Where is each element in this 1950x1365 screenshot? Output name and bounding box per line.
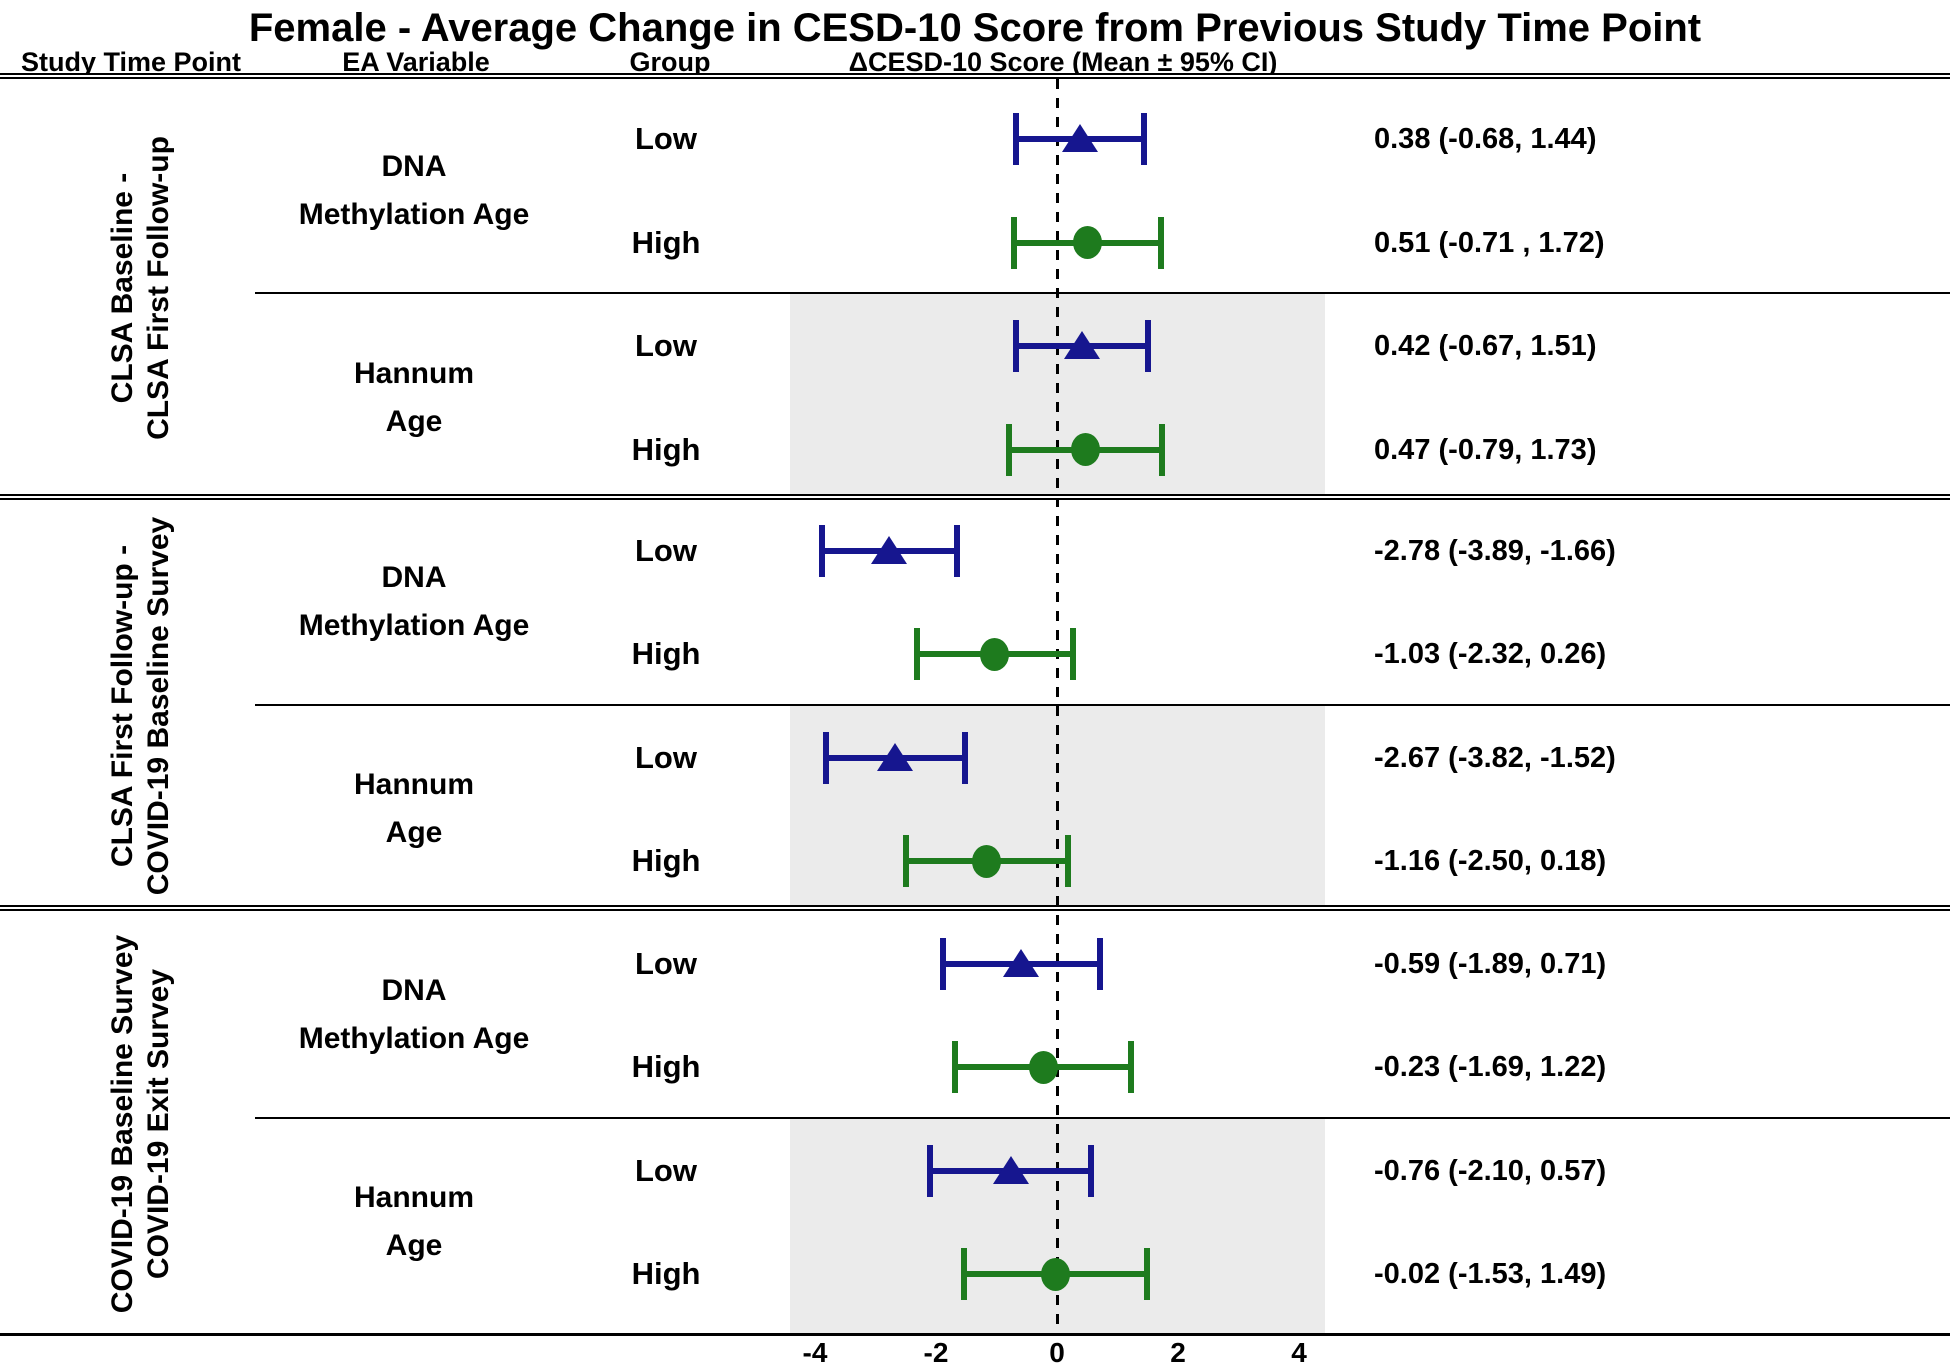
group-label: High <box>631 1049 701 1084</box>
ci-lower-cap <box>818 524 825 577</box>
ci-lower-cap <box>951 1041 958 1093</box>
ci-upper-cap <box>1158 216 1165 269</box>
ea-variable-line: Age <box>385 816 443 850</box>
ci-upper-cap <box>1145 320 1152 372</box>
column-header-group: Group <box>629 47 711 77</box>
mean-marker-circle-high <box>980 637 1010 671</box>
ea-variable-divider-line <box>255 1117 1950 1119</box>
mean-marker-triangle-low <box>877 742 914 771</box>
estimate-value-label: 0.47 (-0.79, 1.73) <box>1374 433 1597 466</box>
ci-upper-cap <box>953 524 960 577</box>
estimate-value-label: -1.03 (-2.32, 0.26) <box>1374 638 1607 670</box>
mean-marker-circle-high <box>1028 1050 1058 1084</box>
ci-lower-cap <box>961 1248 968 1300</box>
ci-lower-cap <box>902 835 909 887</box>
ea-variable-line: Methylation Age <box>298 1022 530 1056</box>
ci-lower-cap <box>822 731 829 784</box>
ea-variable-label: Hannum Age <box>354 1174 474 1270</box>
ci-lower-cap <box>939 937 946 990</box>
ea-variable-line: Hannum <box>354 356 474 390</box>
ea-variable-line: DNA <box>381 974 447 1008</box>
ea-variable-line: Hannum <box>354 1181 474 1215</box>
ea-variable-line: Methylation Age <box>298 197 530 231</box>
x-axis-tick-label: -4 <box>802 1337 828 1365</box>
group-label: Low <box>635 945 697 981</box>
ci-upper-cap <box>1096 937 1103 990</box>
mean-marker-triangle-low <box>1003 948 1040 977</box>
x-axis-tick-label: 2 <box>1170 1337 1186 1365</box>
estimate-value-label: -0.59 (-1.89, 0.71) <box>1374 947 1607 980</box>
ci-lower-cap <box>1012 113 1019 165</box>
ea-variable-line: DNA <box>381 149 447 183</box>
estimate-value-label: -2.67 (-3.82, -1.52) <box>1374 741 1616 774</box>
mean-marker-triangle-low <box>993 1155 1030 1184</box>
x-axis-tick-label: 4 <box>1291 1337 1307 1365</box>
ea-variable-label: DNA Methylation Age <box>299 143 530 239</box>
figure-title: Female - Average Change in CESD-10 Score… <box>248 6 1702 50</box>
x-axis-tick-label: -2 <box>923 1337 949 1365</box>
section-divider-line <box>0 905 1950 911</box>
ci-lower-cap <box>1013 320 1020 372</box>
ci-upper-cap <box>1127 1041 1134 1093</box>
ea-variable-line: Methylation Age <box>298 609 530 643</box>
group-label: High <box>631 843 701 878</box>
estimate-value-label: 0.42 (-0.67, 1.51) <box>1374 330 1597 362</box>
ea-variable-label: Hannum Age <box>354 350 474 446</box>
ci-lower-cap <box>926 1144 933 1197</box>
ea-variable-divider-line <box>255 704 1950 706</box>
estimate-value-label: -0.02 (-1.53, 1.49) <box>1374 1258 1607 1290</box>
estimate-value-label: 0.51 (-0.71 , 1.72) <box>1374 226 1605 259</box>
group-label: High <box>631 431 701 467</box>
ea-variable-line: DNA <box>381 561 447 595</box>
column-header-study-time-point: Study Time Point <box>20 47 242 77</box>
zero-reference-line <box>1056 79 1059 1333</box>
ea-variable-label: DNA Methylation Age <box>299 554 530 650</box>
mean-marker-triangle-low <box>870 535 907 564</box>
ci-lower-cap <box>1011 216 1018 269</box>
group-label: Low <box>635 739 697 775</box>
mean-marker-circle-high <box>1041 1257 1071 1291</box>
ci-lower-cap <box>1006 423 1013 476</box>
ci-upper-cap <box>1088 1144 1095 1197</box>
ea-variable-label: DNA Methylation Age <box>299 967 530 1063</box>
ci-upper-cap <box>1064 835 1071 887</box>
ci-lower-cap <box>913 628 920 680</box>
estimate-value-label: -1.16 (-2.50, 0.18) <box>1374 845 1607 877</box>
mean-marker-circle-high <box>972 844 1002 878</box>
ea-variable-divider-line <box>255 292 1950 294</box>
group-label: Low <box>635 1152 697 1188</box>
ea-variable-line: Hannum <box>354 768 474 802</box>
x-axis-line <box>0 1333 1950 1336</box>
ea-variable-line: Age <box>385 1229 443 1263</box>
ci-upper-cap <box>1144 1248 1151 1300</box>
group-label: Low <box>635 121 697 156</box>
estimate-value-label: 0.38 (-0.68, 1.44) <box>1374 123 1597 155</box>
ci-upper-cap <box>1158 423 1165 476</box>
column-header-score: ΔCESD-10 Score (Mean ± 95% CI) <box>848 47 1278 77</box>
column-header-ea-variable: EA Variable <box>342 47 490 77</box>
group-label: Low <box>635 328 697 363</box>
x-axis-tick-label: 0 <box>1049 1337 1065 1365</box>
estimate-value-label: -0.76 (-2.10, 0.57) <box>1374 1154 1607 1187</box>
ea-variable-line: Age <box>385 404 443 438</box>
section-divider-line <box>0 494 1950 500</box>
mean-marker-triangle-low <box>1061 124 1098 152</box>
mean-marker-circle-high <box>1073 226 1103 259</box>
ci-upper-cap <box>1069 628 1076 680</box>
group-label: High <box>631 224 701 260</box>
estimate-value-label: -2.78 (-3.89, -1.66) <box>1374 534 1616 567</box>
group-label: Low <box>635 532 697 568</box>
header-rule <box>0 73 1950 79</box>
mean-marker-triangle-low <box>1064 331 1101 359</box>
ea-variable-label: Hannum Age <box>354 761 474 857</box>
mean-marker-circle-high <box>1070 433 1100 466</box>
group-label: High <box>631 636 701 671</box>
ci-upper-cap <box>962 731 969 784</box>
group-label: High <box>631 1256 701 1291</box>
estimate-value-label: -0.23 (-1.69, 1.22) <box>1374 1051 1607 1083</box>
ci-upper-cap <box>1141 113 1148 165</box>
